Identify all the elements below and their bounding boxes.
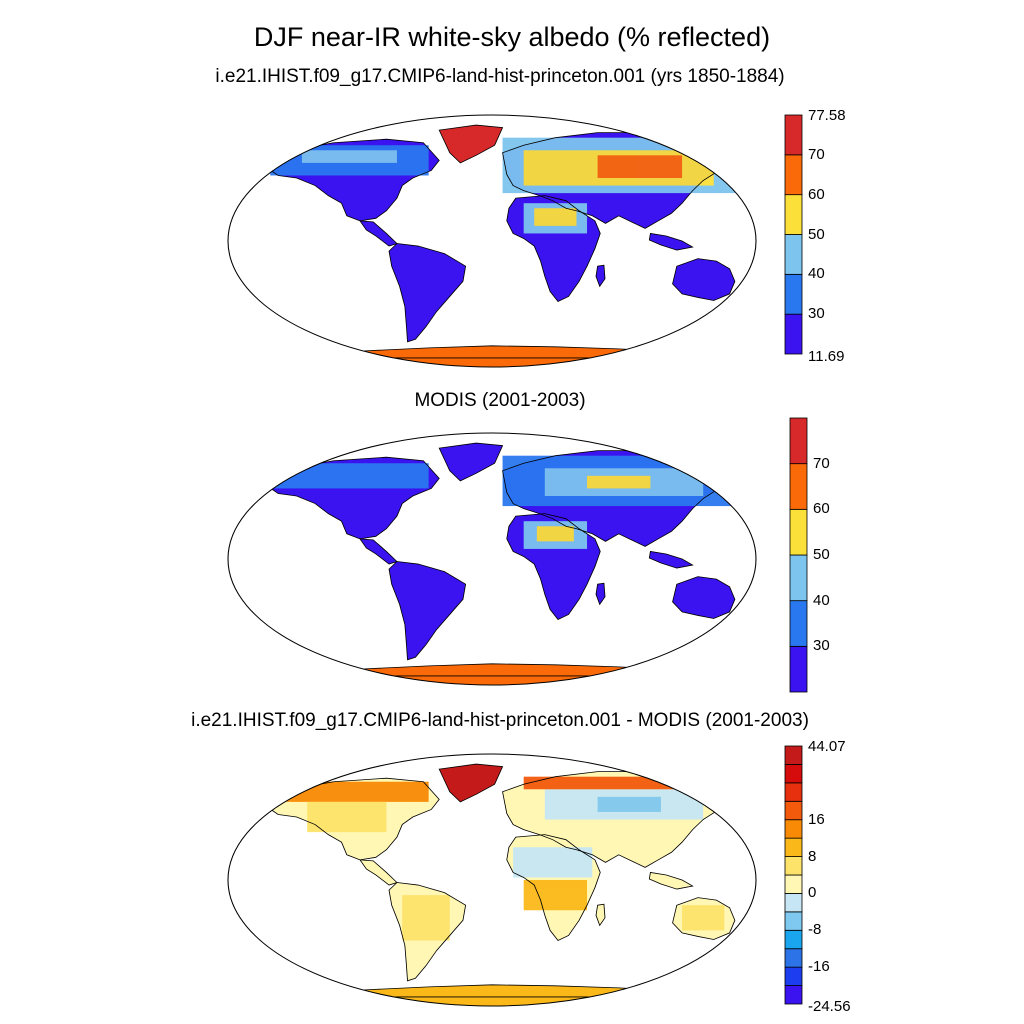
colorbar-swatch (784, 764, 803, 784)
colorbar-swatch (789, 645, 808, 693)
panel-2-colorbar (789, 417, 808, 693)
colorbar-swatch (789, 508, 808, 556)
colorbar-tick-label: -16 (808, 958, 830, 976)
colorbar-swatch (789, 417, 808, 465)
colorbar-tick-label: 40 (813, 591, 830, 609)
colorbar-tick-label: 8 (808, 847, 817, 865)
panel-1-title: i.e21.IHIST.f09_g17.CMIP6-land-hist-prin… (215, 66, 785, 87)
panel-3-map (227, 753, 757, 1007)
colorbar-tick-label: 60 (808, 185, 825, 203)
colorbar-tick-label: 0 (808, 884, 817, 902)
greenland-fill (439, 764, 503, 802)
panel-3-title: i.e21.IHIST.f09_g17.CMIP6-land-hist-prin… (191, 710, 809, 731)
colorbar-tick-label: 50 (808, 225, 825, 243)
colorbar-swatch (789, 554, 808, 602)
colorbar-swatch (784, 154, 803, 196)
colorbar-swatch (784, 782, 803, 802)
difference-patches (270, 776, 725, 941)
colorbar-swatch (784, 911, 803, 931)
colorbar-swatch (784, 837, 803, 857)
colorbar-swatch (784, 819, 803, 839)
colorbar-swatch (784, 874, 803, 894)
colorbar-tick-label: 44.07 (808, 738, 846, 755)
colorbar-swatch (784, 948, 803, 968)
colorbar-swatch (784, 800, 803, 821)
colorbar-swatch (784, 234, 803, 275)
colorbar-tick-label: -8 (808, 921, 822, 939)
colorbar-swatch (784, 856, 803, 876)
colorbar-swatch (784, 745, 803, 765)
colorbar-tick-label: 70 (813, 454, 830, 472)
colorbar-tick-label: 50 (813, 546, 830, 563)
colorbar-swatch (784, 114, 803, 156)
colorbar-swatch (784, 313, 803, 355)
colorbar-swatch (784, 966, 803, 986)
antarctica-fill (312, 984, 698, 1006)
colorbar-tick-label: 40 (808, 265, 825, 283)
colorbar-tick-label: 11.69 (808, 348, 845, 365)
colorbar-tick-label: 70 (808, 145, 825, 163)
panel-1-map (227, 114, 757, 368)
colorbar-tick-label: 16 (808, 810, 825, 828)
panel-3-colorbar (784, 745, 803, 1005)
colorbar-tick-label: 30 (808, 305, 825, 323)
colorbar-tick-label: -24.56 (808, 998, 851, 1015)
colorbar-swatch (784, 194, 803, 235)
colorbar-swatch (784, 985, 803, 1005)
main-title: DJF near-IR white-sky albedo (% reflecte… (253, 22, 771, 52)
colorbar-swatch (789, 600, 808, 647)
colorbar-tick-label: 30 (813, 637, 830, 655)
colorbar-swatch (784, 273, 803, 315)
panel-2-map (227, 432, 757, 686)
panel-2-title: MODIS (2001-2003) (414, 390, 586, 411)
antarctica-fill (312, 663, 698, 685)
colorbar-tick-label: 77.58 (808, 107, 846, 124)
panel-1-colorbar (784, 114, 803, 355)
colorbar-swatch (784, 893, 803, 913)
colorbar-swatch (789, 463, 808, 510)
greenland-fill (439, 125, 503, 163)
colorbar-tick-label: 60 (813, 500, 830, 518)
colorbar-swatch (784, 929, 803, 950)
antarctica-fill (312, 345, 698, 367)
